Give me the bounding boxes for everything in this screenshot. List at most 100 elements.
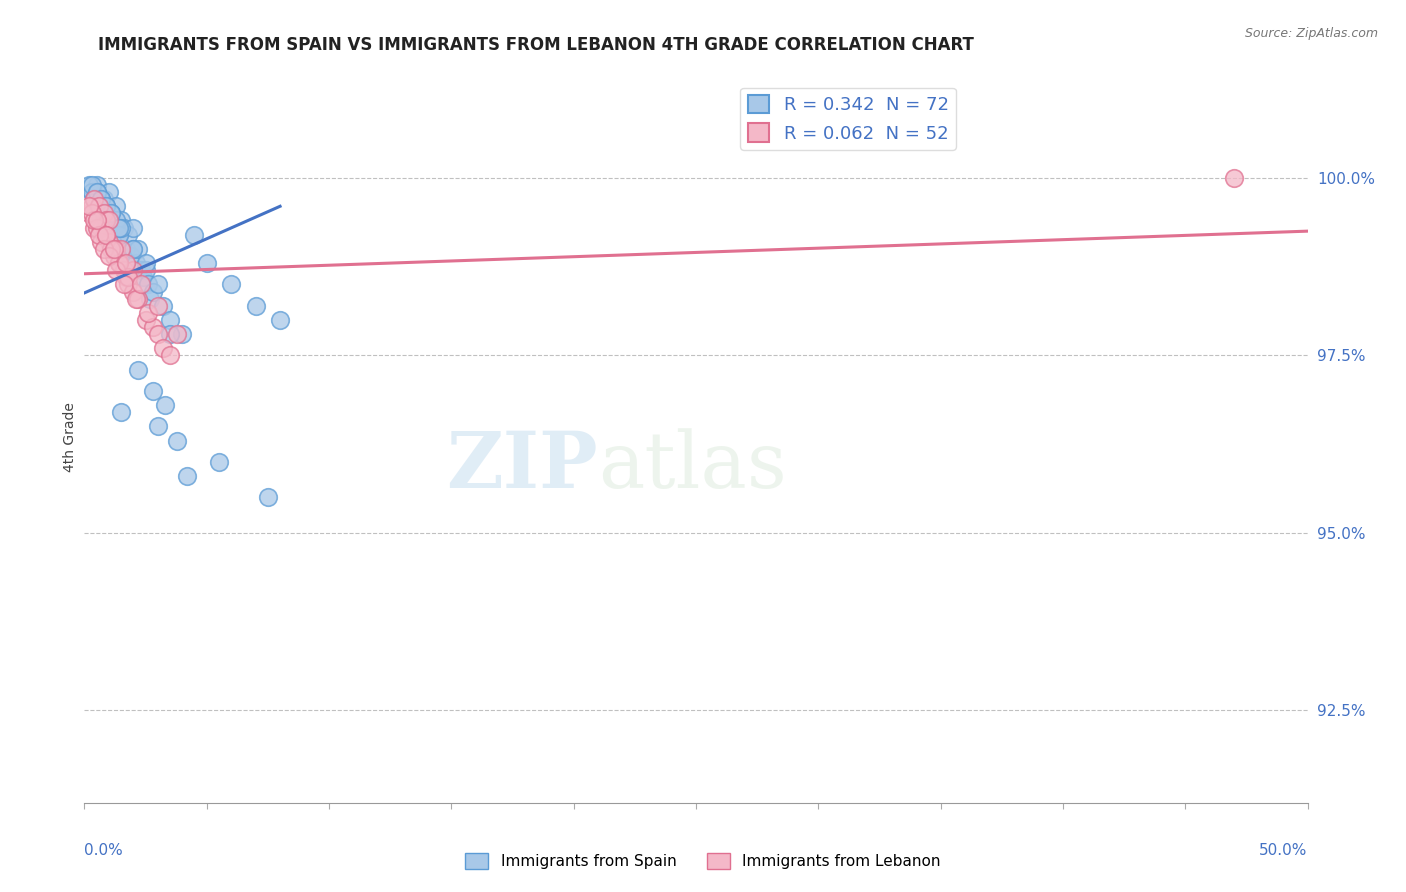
Point [100, 242, 122, 256]
Text: Source: ZipAtlas.com: Source: ZipAtlas.com [1244, 27, 1378, 40]
Point [110, 242, 132, 256]
Text: 0.0%: 0.0% [84, 843, 124, 858]
Point [83, 192, 105, 206]
Point [93, 242, 115, 256]
Point [103, 220, 125, 235]
Point [93, 206, 115, 220]
Text: 50.0%: 50.0% [1260, 843, 1308, 858]
Point [80, 185, 103, 199]
Point [105, 199, 128, 213]
Point [97, 220, 120, 235]
Point [100, 206, 122, 220]
Point [127, 292, 149, 306]
Point [112, 277, 135, 292]
Point [93, 213, 115, 227]
Text: IMMIGRANTS FROM SPAIN VS IMMIGRANTS FROM LEBANON 4TH GRADE CORRELATION CHART: IMMIGRANTS FROM SPAIN VS IMMIGRANTS FROM… [98, 36, 974, 54]
Point [135, 256, 157, 270]
Text: ZIP: ZIP [447, 428, 598, 504]
Point [257, 491, 280, 505]
Point [93, 206, 115, 220]
Point [83, 192, 105, 206]
Point [90, 220, 112, 235]
Legend: Immigrants from Spain, Immigrants from Lebanon: Immigrants from Spain, Immigrants from L… [460, 847, 946, 875]
Point [125, 256, 148, 270]
Point [127, 242, 149, 256]
Point [159, 327, 181, 342]
Point [97, 249, 120, 263]
Point [112, 220, 135, 235]
Point [159, 348, 181, 362]
Point [100, 206, 122, 220]
Point [87, 199, 110, 213]
Point [77, 199, 100, 213]
Point [110, 405, 132, 419]
Point [97, 213, 120, 227]
Point [86, 213, 108, 227]
Point [107, 220, 129, 235]
Point [97, 213, 120, 227]
Text: atlas: atlas [598, 428, 787, 504]
Point [115, 242, 138, 256]
Point [87, 206, 110, 220]
Point [166, 327, 188, 342]
Point [110, 220, 132, 235]
Point [93, 227, 115, 242]
Point [93, 192, 115, 206]
Point [97, 185, 120, 199]
Point [110, 213, 132, 227]
Point [80, 185, 103, 199]
Point [136, 277, 159, 292]
Point [1223, 170, 1246, 185]
Point [100, 242, 122, 256]
Point [96, 199, 118, 213]
Point [115, 256, 138, 270]
Y-axis label: 4th Grade: 4th Grade [63, 402, 77, 472]
Point [152, 299, 174, 313]
Point [103, 249, 125, 263]
Point [105, 242, 128, 256]
Point [97, 235, 120, 249]
Point [153, 398, 176, 412]
Point [83, 192, 105, 206]
Point [96, 199, 118, 213]
Point [77, 178, 100, 192]
Point [142, 285, 165, 299]
Point [152, 341, 174, 355]
Point [132, 270, 155, 285]
Point [86, 220, 108, 235]
Point [146, 419, 169, 434]
Point [80, 199, 103, 213]
Point [90, 192, 112, 206]
Point [195, 256, 218, 270]
Point [107, 227, 129, 242]
Point [129, 277, 152, 292]
Point [125, 292, 148, 306]
Point [122, 220, 145, 235]
Point [107, 256, 129, 270]
Point [135, 313, 157, 327]
Point [87, 227, 110, 242]
Point [120, 249, 142, 263]
Point [122, 242, 145, 256]
Point [90, 192, 112, 206]
Point [96, 213, 118, 227]
Point [107, 256, 129, 270]
Point [112, 263, 135, 277]
Point [80, 206, 103, 220]
Point [122, 285, 145, 299]
Point [219, 277, 242, 292]
Point [96, 206, 118, 220]
Point [115, 270, 138, 285]
Point [105, 213, 128, 227]
Point [86, 213, 108, 227]
Point [83, 220, 105, 235]
Point [122, 242, 145, 256]
Point [103, 242, 125, 256]
Point [86, 178, 108, 192]
Legend: R = 0.342  N = 72, R = 0.062  N = 52: R = 0.342 N = 72, R = 0.062 N = 52 [741, 87, 956, 150]
Point [127, 362, 149, 376]
Point [172, 327, 194, 342]
Point [97, 206, 120, 220]
Point [107, 227, 129, 242]
Point [96, 227, 118, 242]
